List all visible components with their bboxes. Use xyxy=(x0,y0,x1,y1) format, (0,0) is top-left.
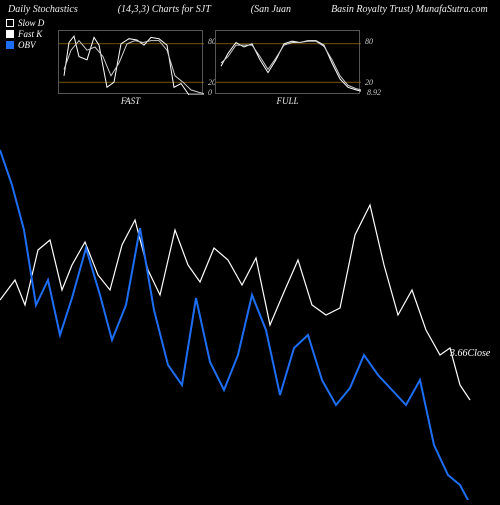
main-svg xyxy=(0,130,500,500)
main-chart: 3.66Close xyxy=(0,130,500,500)
mini-label-full: FULL xyxy=(215,96,360,106)
mini-svg-full xyxy=(216,31,361,95)
tick-20: 20 xyxy=(365,78,373,87)
legend-swatch xyxy=(6,41,14,49)
mini-panel-full: 80 20 8.92 FULL xyxy=(215,30,360,106)
header-right: Basin Royalty Trust) MunafaSutra.com xyxy=(331,4,488,15)
mini-panel-fast: 80 20 0 FAST xyxy=(58,30,203,106)
tick-80: 80 xyxy=(365,37,373,46)
mini-chart-fast: 80 20 0 xyxy=(58,30,203,94)
header-left: Daily Stochastics xyxy=(8,4,78,15)
mini-chart-full: 80 20 8.92 xyxy=(215,30,360,94)
chart-header: Daily Stochastics (14,3,3) Charts for SJ… xyxy=(8,4,492,15)
legend-label: OBV xyxy=(18,40,36,50)
legend: Slow D Fast K OBV xyxy=(6,18,44,51)
legend-label: Fast K xyxy=(18,29,42,39)
close-label: 3.66Close xyxy=(450,348,490,359)
legend-label: Slow D xyxy=(18,18,44,28)
legend-swatch xyxy=(6,30,14,38)
legend-swatch xyxy=(6,19,14,27)
mini-svg-fast xyxy=(59,31,204,95)
legend-item-fast-k: Fast K xyxy=(6,29,44,39)
header-mid1: (14,3,3) Charts for SJT xyxy=(118,4,211,15)
legend-item-slow-d: Slow D xyxy=(6,18,44,28)
header-mid2: (San Juan xyxy=(251,4,291,15)
tick-right-fast: 0 xyxy=(208,88,212,97)
mini-label-fast: FAST xyxy=(58,96,203,106)
mini-panels: 80 20 0 FAST 80 20 8.92 FULL xyxy=(58,30,360,106)
legend-item-obv: OBV xyxy=(6,40,44,50)
tick-right-full: 8.92 xyxy=(367,88,381,97)
